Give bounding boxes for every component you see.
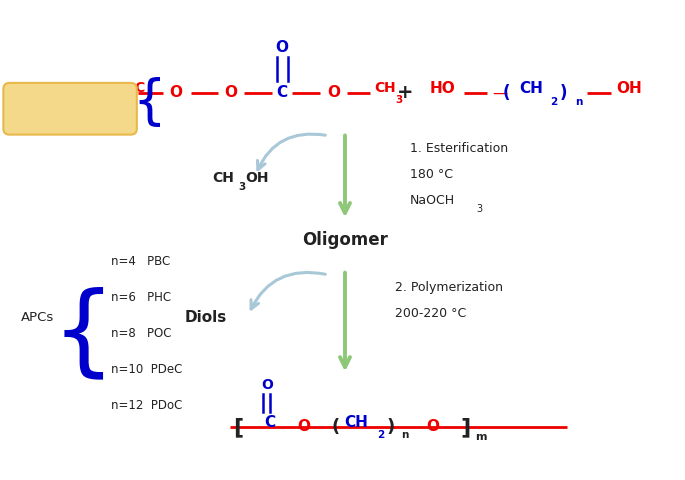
Text: Azeotropy: Azeotropy [40, 102, 100, 115]
Text: C: C [277, 85, 288, 100]
Text: n: n [575, 97, 582, 107]
Text: 3: 3 [477, 204, 482, 214]
Text: ): ) [386, 418, 395, 436]
Text: —: — [493, 85, 508, 100]
Text: HO: HO [429, 82, 456, 96]
Text: (: ( [502, 84, 510, 102]
Text: n=4   PBC: n=4 PBC [111, 255, 170, 268]
Text: {: { [132, 77, 166, 129]
Text: ]: ] [460, 417, 471, 437]
Text: OH: OH [245, 171, 269, 185]
Text: 2. Polymerization: 2. Polymerization [395, 281, 503, 294]
Text: APCs: APCs [21, 311, 55, 324]
Text: n: n [401, 430, 408, 440]
Text: O: O [261, 378, 273, 392]
Text: {: { [51, 286, 115, 383]
Text: NaOCH: NaOCH [410, 194, 455, 207]
Text: Diols: Diols [184, 310, 227, 325]
Text: O: O [426, 420, 439, 434]
Text: 180 °C: 180 °C [410, 168, 453, 181]
Text: [: [ [234, 417, 243, 437]
Text: O: O [298, 420, 311, 434]
Text: CH: CH [344, 415, 368, 431]
Text: 200-220 °C: 200-220 °C [395, 307, 466, 320]
FancyBboxPatch shape [3, 83, 137, 134]
Text: +: + [397, 84, 413, 102]
Text: H: H [117, 81, 129, 95]
Text: Oligomer: Oligomer [302, 231, 388, 249]
Text: ): ) [560, 84, 568, 102]
Text: OH: OH [616, 82, 642, 96]
Text: C: C [264, 415, 276, 431]
Text: 3: 3 [396, 95, 403, 105]
Text: C: C [375, 81, 385, 95]
Text: n=8   POC: n=8 POC [111, 327, 171, 340]
Text: 3: 3 [238, 182, 246, 192]
Text: CH: CH [212, 171, 234, 185]
Text: 2: 2 [550, 97, 558, 107]
Text: (: ( [332, 418, 340, 436]
Text: O: O [327, 85, 340, 100]
Text: 1. Esterification: 1. Esterification [410, 142, 508, 155]
Text: O: O [224, 85, 237, 100]
Text: C: C [135, 81, 145, 95]
Text: 2: 2 [377, 430, 384, 440]
Text: n=6   PHC: n=6 PHC [111, 291, 171, 304]
Text: O: O [169, 85, 182, 100]
Text: 3: 3 [127, 95, 135, 105]
Text: m: m [475, 432, 486, 442]
Text: n=10  PDeC: n=10 PDeC [111, 363, 182, 376]
Text: O: O [276, 40, 289, 55]
Text: H: H [384, 81, 396, 95]
Text: CH: CH [519, 82, 543, 96]
Text: n=12  PDoC: n=12 PDoC [111, 398, 182, 411]
